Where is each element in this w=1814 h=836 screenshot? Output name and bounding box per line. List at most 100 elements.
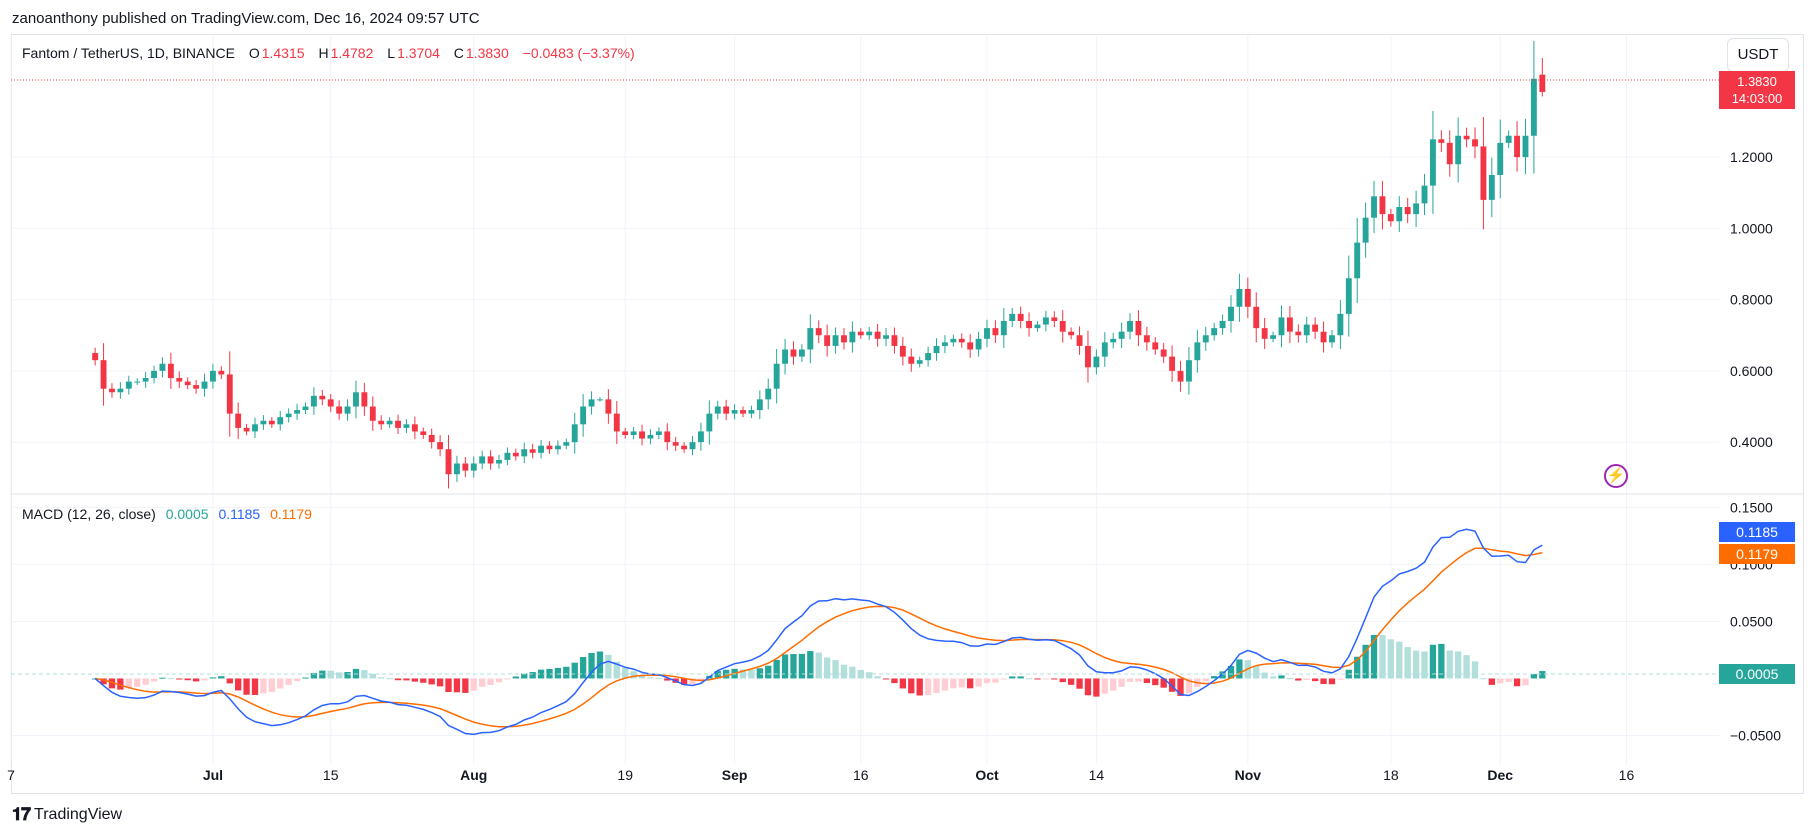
candle-body <box>807 328 814 350</box>
time-tick-label: Sep <box>722 767 748 783</box>
candle-body <box>622 431 629 435</box>
macd-histogram-bar <box>840 664 848 679</box>
macd-histogram-bar <box>1101 678 1108 694</box>
candle-body <box>1270 335 1277 339</box>
macd-histogram-bar <box>773 659 780 679</box>
macd-signal-value: 0.1179 <box>270 506 312 522</box>
candle-body <box>1514 135 1521 158</box>
candle-body <box>933 345 940 354</box>
macd-histogram-bar <box>386 678 393 680</box>
macd-histogram-bar <box>1126 678 1134 682</box>
macd-histogram-bar <box>1522 678 1529 686</box>
currency-button[interactable]: USDT <box>1727 38 1789 72</box>
publisher-line: zanoanthony published on TradingView.com… <box>12 10 480 27</box>
candle-body <box>1034 324 1041 329</box>
macd-histogram-bar <box>1539 671 1546 679</box>
macd-histogram-bar <box>916 678 923 696</box>
candle-body <box>302 406 309 411</box>
candle-body <box>681 445 688 450</box>
candle-body <box>790 349 797 357</box>
high-value: 1.4782 <box>330 45 374 61</box>
macd-histogram-bar <box>579 657 587 679</box>
candle-body <box>1530 78 1537 136</box>
macd-histogram-bar <box>1311 678 1319 682</box>
candle-body <box>1539 74 1546 92</box>
candle-body <box>1463 135 1470 140</box>
candle-body <box>512 452 519 457</box>
candle-body <box>613 413 620 432</box>
candle-body <box>226 374 233 414</box>
candle-body <box>268 420 275 425</box>
macd-histogram-bar <box>1471 661 1479 679</box>
macd-histogram-bar <box>268 678 275 692</box>
macd-histogram-bar <box>1303 678 1310 680</box>
candle-body <box>1312 324 1319 332</box>
candle-body <box>1118 331 1125 339</box>
candle-body <box>1354 242 1361 279</box>
time-tick-label: Dec <box>1487 767 1513 783</box>
macd-histogram-bar <box>739 669 747 679</box>
macd-histogram-bar <box>504 678 511 680</box>
lightning-bolt-icon[interactable]: ⚡ <box>1604 464 1628 488</box>
macd-histogram-bar <box>1160 678 1167 688</box>
macd-histogram-bar <box>1269 676 1277 679</box>
candle-body <box>1219 321 1226 329</box>
candle-body <box>142 378 149 382</box>
macd-histogram-bar <box>664 678 671 681</box>
price-tick-label: 1.2000 <box>1730 149 1773 165</box>
symbol-legend[interactable]: Fantom / TetherUS, 1D, BINANCE O 1.4315 H… <box>22 45 635 61</box>
price-tick-label: 1.0000 <box>1730 220 1773 236</box>
macd-histogram-bar <box>512 676 519 679</box>
close-value: 1.3830 <box>465 45 509 61</box>
hist-value-tag: 0.0005 <box>1719 664 1795 684</box>
macd-histogram-bar <box>436 678 444 687</box>
macd-histogram-bar <box>479 678 486 687</box>
candle-body <box>891 335 898 346</box>
macd-histogram-bar <box>613 661 620 679</box>
candle-body <box>361 392 368 407</box>
low-label: L <box>387 45 396 61</box>
macd-legend[interactable]: MACD (12, 26, close) 0.0005 0.1185 0.117… <box>22 506 312 522</box>
candle-body <box>1076 335 1083 346</box>
candle-body <box>723 406 730 414</box>
candle-body <box>1371 196 1377 218</box>
macd-hist-value: 0.0005 <box>165 506 209 522</box>
macd-histogram-bar <box>975 678 982 687</box>
time-tick-label: 16 <box>1619 767 1635 783</box>
candle-body <box>798 349 805 357</box>
macd-histogram-bar <box>445 678 452 692</box>
candle-body <box>100 360 107 389</box>
candle-body <box>1194 342 1201 361</box>
candle-body <box>167 363 174 378</box>
macd-histogram-bar <box>1480 678 1487 680</box>
time-tick-label: 16 <box>853 767 869 783</box>
candle-body <box>411 424 418 432</box>
footer-brand[interactable]: 𝟏𝟕 TradingView <box>12 804 122 825</box>
candle-body <box>992 328 999 336</box>
macd-histogram-bar <box>251 678 259 695</box>
macd-line-value: 0.1185 <box>218 506 261 522</box>
candle-body <box>1497 142 1504 175</box>
candle-body <box>1421 185 1428 204</box>
candle-body <box>336 406 343 414</box>
candle-body <box>1480 146 1487 200</box>
candle-body <box>1413 203 1420 215</box>
candle-body <box>899 345 906 357</box>
macd-histogram-bar <box>958 678 965 688</box>
candle-body <box>697 431 704 443</box>
candle-body <box>1202 335 1209 343</box>
macd-histogram-bar <box>462 678 469 693</box>
candle-body <box>1228 306 1234 321</box>
candle-body <box>731 410 738 414</box>
macd-histogram-bar <box>605 654 612 679</box>
candle-body <box>403 424 410 428</box>
macd-histogram-bar <box>882 678 890 680</box>
macd-histogram-bar <box>495 678 503 683</box>
macd-histogram-bar <box>950 678 957 689</box>
candle-body <box>151 370 157 378</box>
close-label: C <box>453 45 464 61</box>
candle-body <box>765 388 772 400</box>
macd-histogram-bar <box>277 678 284 689</box>
macd-histogram-bar <box>790 654 797 679</box>
